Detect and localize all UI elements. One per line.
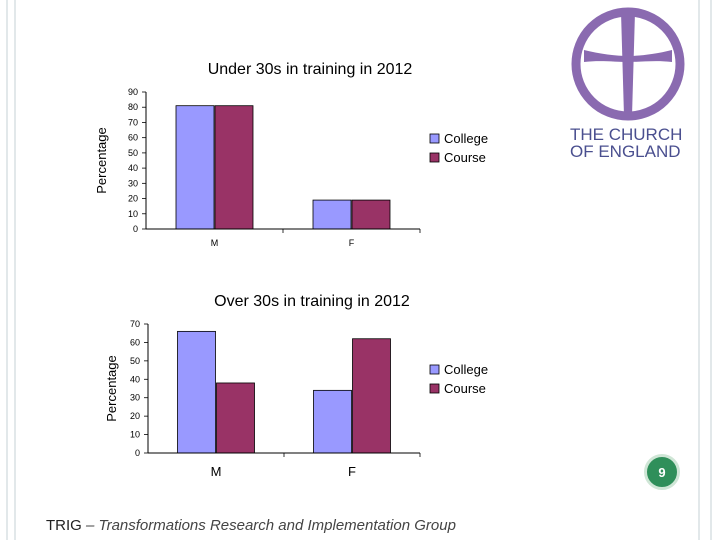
church-cross-logo-icon — [571, 7, 685, 121]
legend-swatch-college — [429, 364, 440, 375]
legend-label-college: College — [444, 131, 488, 146]
y-tick-label: 50 — [130, 356, 140, 366]
bar-course-m — [216, 382, 255, 454]
bar-college-m — [175, 105, 215, 230]
x-tick-label-f: F — [349, 238, 355, 248]
legend-label-course: Course — [444, 150, 486, 165]
y-tick-label: 40 — [128, 163, 138, 173]
y-tick-label: 20 — [130, 411, 140, 421]
y-tick-label: 70 — [128, 117, 138, 127]
x-tick-label-m: M — [211, 238, 219, 248]
logo-line-2: OF ENGLAND — [570, 142, 681, 161]
legend-swatch-college — [429, 133, 440, 144]
y-tick-label: 60 — [128, 133, 138, 143]
y-tick-label: 70 — [130, 319, 140, 329]
y-tick-label: 40 — [130, 374, 140, 384]
y-tick-label: 0 — [135, 448, 140, 458]
y-tick-label: 30 — [128, 178, 138, 188]
y-tick-label: 80 — [128, 102, 138, 112]
y-tick-label: 60 — [130, 337, 140, 347]
x-tick-label-m: M — [211, 464, 222, 479]
bar-college-f — [313, 389, 352, 454]
footer-abbr: TRIG — [46, 517, 82, 534]
bar-course-f — [351, 199, 391, 230]
chart-title: Over 30s in training in 2012 — [214, 293, 410, 310]
bar-college-f — [312, 199, 352, 230]
church-logo-wordmark: THE CHURCH OF ENGLAND — [570, 126, 690, 160]
y-tick-label: 0 — [133, 224, 138, 234]
bar-college-m — [177, 330, 216, 454]
legend-swatch-course — [429, 383, 440, 394]
footer-description: – Transformations Research and Implement… — [81, 517, 456, 534]
legend-swatch-course — [429, 152, 440, 163]
y-tick-label: 10 — [128, 209, 138, 219]
page-number-badge: 9 — [644, 454, 680, 490]
y-tick-label: 50 — [128, 148, 138, 158]
y-tick-label: 10 — [130, 430, 140, 440]
bar-course-f — [352, 338, 391, 454]
legend-label-course: Course — [444, 381, 486, 396]
x-tick-label-f: F — [348, 464, 356, 479]
y-tick-label: 20 — [128, 194, 138, 204]
left-frame-border — [6, 0, 16, 540]
y-axis-label: Percentage — [94, 127, 109, 194]
bar-course-m — [214, 105, 254, 230]
right-frame-border — [698, 0, 712, 540]
y-tick-label: 90 — [128, 87, 138, 97]
footer-text: TRIG – Transformations Research and Impl… — [46, 517, 456, 534]
y-axis-label: Percentage — [104, 355, 119, 422]
logo-line-1: THE CHURCH — [570, 125, 683, 144]
chart-title: Under 30s in training in 2012 — [208, 61, 413, 78]
y-tick-label: 30 — [130, 393, 140, 403]
legend-label-college: College — [444, 362, 488, 377]
